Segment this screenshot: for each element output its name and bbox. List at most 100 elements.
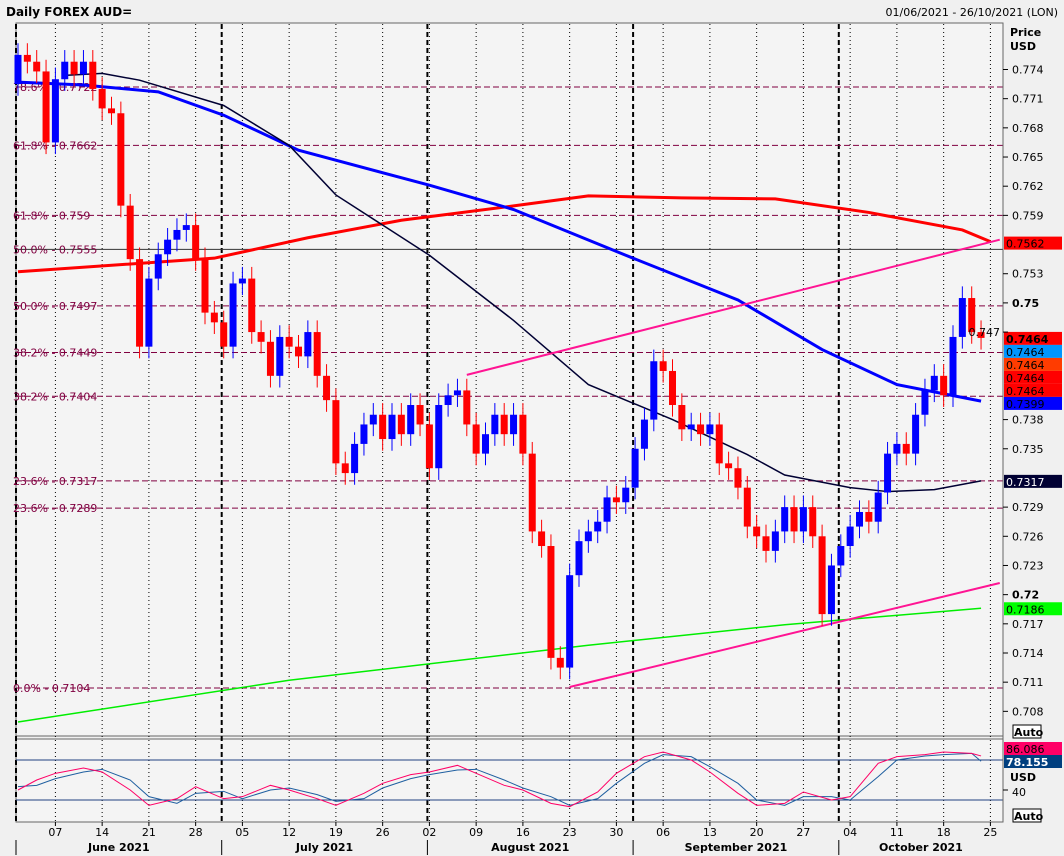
price-label: 0.7464 <box>1006 385 1045 398</box>
y-tick-label: 0.726 <box>1012 530 1044 543</box>
moving-average-line <box>17 80 982 403</box>
candle-down <box>977 332 985 338</box>
candle-up <box>650 361 658 420</box>
d-label-bg <box>1004 755 1062 768</box>
candle-up <box>14 54 22 85</box>
price-label: 0.7399 <box>1006 398 1045 411</box>
candle-up <box>893 443 901 454</box>
candle-up <box>799 507 807 532</box>
candle-down <box>818 536 826 615</box>
candle-down <box>743 487 751 527</box>
candle-down <box>753 526 761 537</box>
candle-up <box>874 492 882 522</box>
month-label: June 2021 <box>87 841 150 854</box>
candle-up <box>949 336 957 396</box>
candle-up <box>837 546 845 566</box>
fib-label: 50.0% - 0.7497 <box>13 300 97 313</box>
candle-up <box>584 531 592 542</box>
candle-down <box>397 414 405 435</box>
candle-down <box>248 278 256 333</box>
y-tick-label: 0.765 <box>1012 151 1044 164</box>
candle-down <box>136 259 144 347</box>
candle-down <box>323 375 331 401</box>
candle-down <box>295 346 302 357</box>
candle-up <box>491 414 499 435</box>
candle-up <box>388 414 396 440</box>
candle-up <box>182 225 190 230</box>
candle-up <box>603 497 611 522</box>
candle-up <box>566 575 574 668</box>
y-tick-label: 0.771 <box>1012 93 1044 106</box>
candle-down <box>23 54 31 62</box>
candle-up <box>622 487 630 503</box>
x-tick-label: 05 <box>235 826 249 839</box>
price-label: 0.7562 <box>1006 238 1045 251</box>
candle-up <box>51 79 59 143</box>
price-label: 0.7317 <box>1006 476 1045 489</box>
y-tick-label: 0.714 <box>1012 647 1044 660</box>
candle-down <box>547 546 555 658</box>
candle-down <box>89 61 97 89</box>
candle-down <box>697 424 705 435</box>
candles <box>14 43 985 680</box>
candle-up <box>640 419 648 449</box>
fib-label: 23.6% - 0.7317 <box>13 475 97 488</box>
candle-down <box>266 341 274 376</box>
fib-label: 38.2% - 0.7449 <box>13 346 97 359</box>
x-tick-label: 16 <box>516 826 530 839</box>
candle-down <box>762 536 770 551</box>
date-range: 01/06/2021 - 26/10/2021 (LON) <box>886 6 1058 19</box>
candle-down <box>210 312 218 323</box>
fib-label: 50.0% - 0.7555 <box>13 243 97 256</box>
osc-auto-button[interactable] <box>1012 808 1042 823</box>
x-tick-label: 18 <box>937 826 951 839</box>
candle-up <box>771 531 779 551</box>
osc-auto-label[interactable]: Auto <box>1014 810 1044 823</box>
stochastic-lines <box>16 751 1003 808</box>
stoch-k-value: 86.086 <box>1006 743 1045 756</box>
candle-up <box>61 61 69 80</box>
x-tick-label: 21 <box>142 826 156 839</box>
candle-up <box>781 507 789 532</box>
candle-up <box>79 61 87 75</box>
candle-down <box>678 405 686 430</box>
y-tick-label: 0.747 <box>969 326 1001 339</box>
price-panel[interactable] <box>15 22 1004 737</box>
candle-down <box>538 531 546 547</box>
auto-scale-button[interactable] <box>1012 724 1042 739</box>
candle-up <box>369 414 377 425</box>
candle-down <box>669 370 676 406</box>
price-label-bg <box>1004 344 1062 358</box>
x-tick-label: 06 <box>656 826 670 839</box>
candle-down <box>612 497 620 503</box>
candle-down <box>528 453 536 532</box>
candle-down <box>257 332 265 342</box>
y-tick-label: 0.759 <box>1012 209 1044 222</box>
candle-up <box>351 443 359 474</box>
x-tick-label: 19 <box>329 826 343 839</box>
stoch-k-line <box>17 751 982 808</box>
candle-down <box>285 336 293 347</box>
candle-down <box>341 463 349 474</box>
price-axis-label: Price <box>1010 26 1041 39</box>
osc-tick-label: 40 <box>1012 786 1026 799</box>
y-tick-label: 0.711 <box>1012 676 1044 689</box>
oscillator-panel[interactable] <box>15 738 1004 823</box>
osc-currency-label: USD <box>1010 771 1036 784</box>
stoch-d-line <box>17 752 982 806</box>
candle-down <box>734 468 742 488</box>
y-tick-label: 0.75 <box>1012 297 1039 310</box>
candle-down <box>725 463 733 469</box>
candle-down <box>519 414 527 454</box>
price-ticks: 0.774 0.771 0.768 0.765 0.762 0.759 0.753 0.75 0… <box>969 63 1044 718</box>
candle-up <box>884 453 892 493</box>
candle-up <box>687 424 695 430</box>
candle-down <box>379 414 387 440</box>
x-tick-label: 28 <box>189 826 203 839</box>
price-label-bg <box>1004 602 1062 616</box>
auto-scale-label[interactable]: Auto <box>1014 726 1044 739</box>
y-tick-label: 0.717 <box>1012 618 1044 631</box>
price-label-bg <box>1004 474 1062 488</box>
candle-up <box>304 332 312 357</box>
